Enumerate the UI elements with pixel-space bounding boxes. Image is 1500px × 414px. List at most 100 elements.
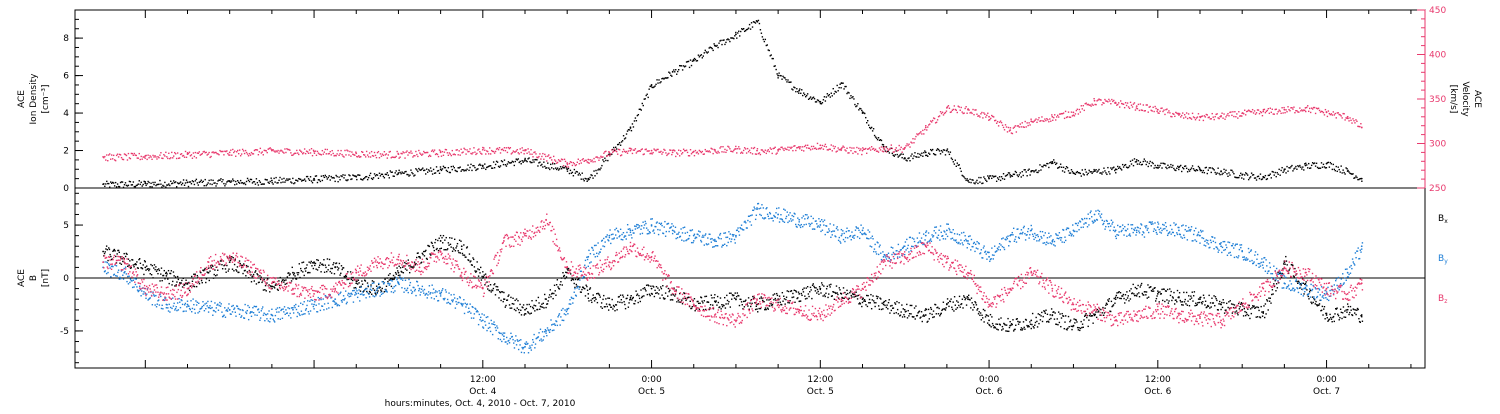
top-series-0-point xyxy=(589,177,590,178)
top-series-0-data-point xyxy=(672,71,674,73)
bottom-series-0-point xyxy=(202,282,203,283)
bottom-series-1-point xyxy=(181,300,182,301)
top-series-1-point xyxy=(545,156,546,157)
top-series-1-point xyxy=(695,150,696,151)
bottom-series-0-point xyxy=(1148,296,1149,297)
top-series-1-point xyxy=(109,153,110,154)
top-series-1-point xyxy=(825,144,826,145)
top-series-0-point xyxy=(1299,165,1300,166)
top-series-0-point xyxy=(173,180,174,181)
bottom-series-1-point xyxy=(207,301,208,302)
top-series-1-point xyxy=(121,157,122,158)
top-series-0-point xyxy=(503,164,504,165)
bottom-series-0-data-point xyxy=(1136,288,1138,290)
top-series-1-point xyxy=(1104,99,1105,100)
bottom-series-0-point xyxy=(509,304,510,305)
top-series-0-point xyxy=(356,179,357,180)
top-series-0-point xyxy=(599,169,600,170)
bottom-series-0-point xyxy=(654,296,655,297)
bottom-series-0-point xyxy=(997,324,998,325)
bottom-series-0-point xyxy=(623,301,624,302)
bottom-series-0-point xyxy=(842,297,843,298)
top-series-1-point xyxy=(340,150,341,151)
bottom-series-0-point xyxy=(1147,284,1148,285)
bottom-series-0-point xyxy=(106,245,107,246)
top-series-0-point xyxy=(1134,158,1135,159)
bottom-series-0-point xyxy=(1266,299,1267,300)
bottom-series-0-point xyxy=(855,291,856,292)
bottom-series-0-point xyxy=(818,294,819,295)
top-series-0-point xyxy=(902,154,903,155)
bottom-series-0-point xyxy=(1099,314,1100,315)
bottom-series-0-point xyxy=(337,269,338,270)
top-series-0-point xyxy=(1159,165,1160,166)
bottom-series-0-point xyxy=(543,303,544,304)
bottom-series-0-point xyxy=(853,294,854,295)
top-series-0-point xyxy=(1081,175,1082,176)
bottom-series-0-point xyxy=(235,269,236,270)
bottom-series-0-point xyxy=(1362,321,1363,322)
bottom-series-0-point xyxy=(811,298,812,299)
top-series-0-point xyxy=(1308,163,1309,164)
bottom-series-0-point xyxy=(1104,308,1105,309)
x-tick-date-2: Oct. 5 xyxy=(807,387,834,397)
bottom-series-0-point xyxy=(1022,328,1023,329)
top-series-0-point xyxy=(384,177,385,178)
bottom-series-0-point xyxy=(328,265,329,266)
top-series-1-point xyxy=(466,149,467,150)
top-series-0-point xyxy=(620,145,621,146)
bottom-series-1-point xyxy=(274,321,275,322)
top-series-0-point xyxy=(416,169,417,170)
top-series-0-point xyxy=(193,181,194,182)
bottom-series-0-point xyxy=(819,286,820,287)
top-series-0-point xyxy=(236,183,237,184)
bottom-series-0-point xyxy=(264,289,265,290)
top-series-0-point xyxy=(736,37,737,38)
bottom-series-0-point xyxy=(1195,303,1196,304)
top-series-1-point xyxy=(366,151,367,152)
top-series-0-point xyxy=(657,82,658,83)
top-series-1-point xyxy=(1127,102,1128,103)
bottom-series-1-point xyxy=(228,303,229,304)
bottom-series-0-point xyxy=(1198,298,1199,299)
top-series-0-point xyxy=(678,69,679,70)
bottom-series-1-point xyxy=(173,305,174,306)
top-series-1-point xyxy=(335,155,336,156)
top-series-1-point xyxy=(1054,114,1055,115)
top-series-0-point xyxy=(949,154,950,155)
top-series-1-point xyxy=(993,116,994,117)
bottom-series-0-point xyxy=(545,307,546,308)
top-series-0-point xyxy=(1260,173,1261,174)
bottom-series-0-point xyxy=(160,273,161,274)
bottom-series-1-point xyxy=(271,309,272,310)
bottom-series-0-point xyxy=(881,309,882,310)
top-series-1-point xyxy=(365,156,366,157)
top-series-1-point xyxy=(1071,111,1072,112)
top-series-1-data-point xyxy=(313,151,315,153)
top-series-0-point xyxy=(1047,163,1048,164)
bottom-series-0-point xyxy=(630,295,631,296)
top-series-0-point xyxy=(544,166,545,167)
top-series-0-point xyxy=(240,180,241,181)
bottom-series-0-point xyxy=(954,296,955,297)
top-series-1-point xyxy=(520,148,521,149)
top-series-0-point xyxy=(518,158,519,159)
bottom-series-0-data-point xyxy=(313,261,315,263)
bottom-series-0-point xyxy=(943,302,944,303)
top-series-0-point xyxy=(577,171,578,172)
bottom-series-1-point xyxy=(159,304,160,305)
top-series-1-point xyxy=(316,155,317,156)
top-series-1-point xyxy=(487,151,488,152)
top-series-1-point xyxy=(1237,117,1238,118)
bottom-series-1-point xyxy=(235,312,236,313)
top-series-0-point xyxy=(254,181,255,182)
top-series-1-point xyxy=(1125,102,1126,103)
top-series-0-point xyxy=(477,168,478,169)
top-series-0-point xyxy=(556,169,557,170)
top-series-0-point xyxy=(1060,164,1061,165)
bottom-series-0-point xyxy=(685,300,686,301)
top-series-0-point xyxy=(310,176,311,177)
top-series-0-point xyxy=(955,160,956,161)
top-series-1-point xyxy=(153,156,154,157)
bottom-series-0-point xyxy=(266,290,267,291)
